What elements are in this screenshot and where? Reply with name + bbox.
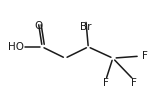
Text: F: F: [103, 78, 109, 88]
Text: O: O: [34, 21, 42, 31]
Text: HO: HO: [8, 42, 24, 52]
Text: F: F: [131, 78, 137, 88]
Text: Br: Br: [80, 22, 92, 32]
Text: F: F: [142, 51, 148, 61]
